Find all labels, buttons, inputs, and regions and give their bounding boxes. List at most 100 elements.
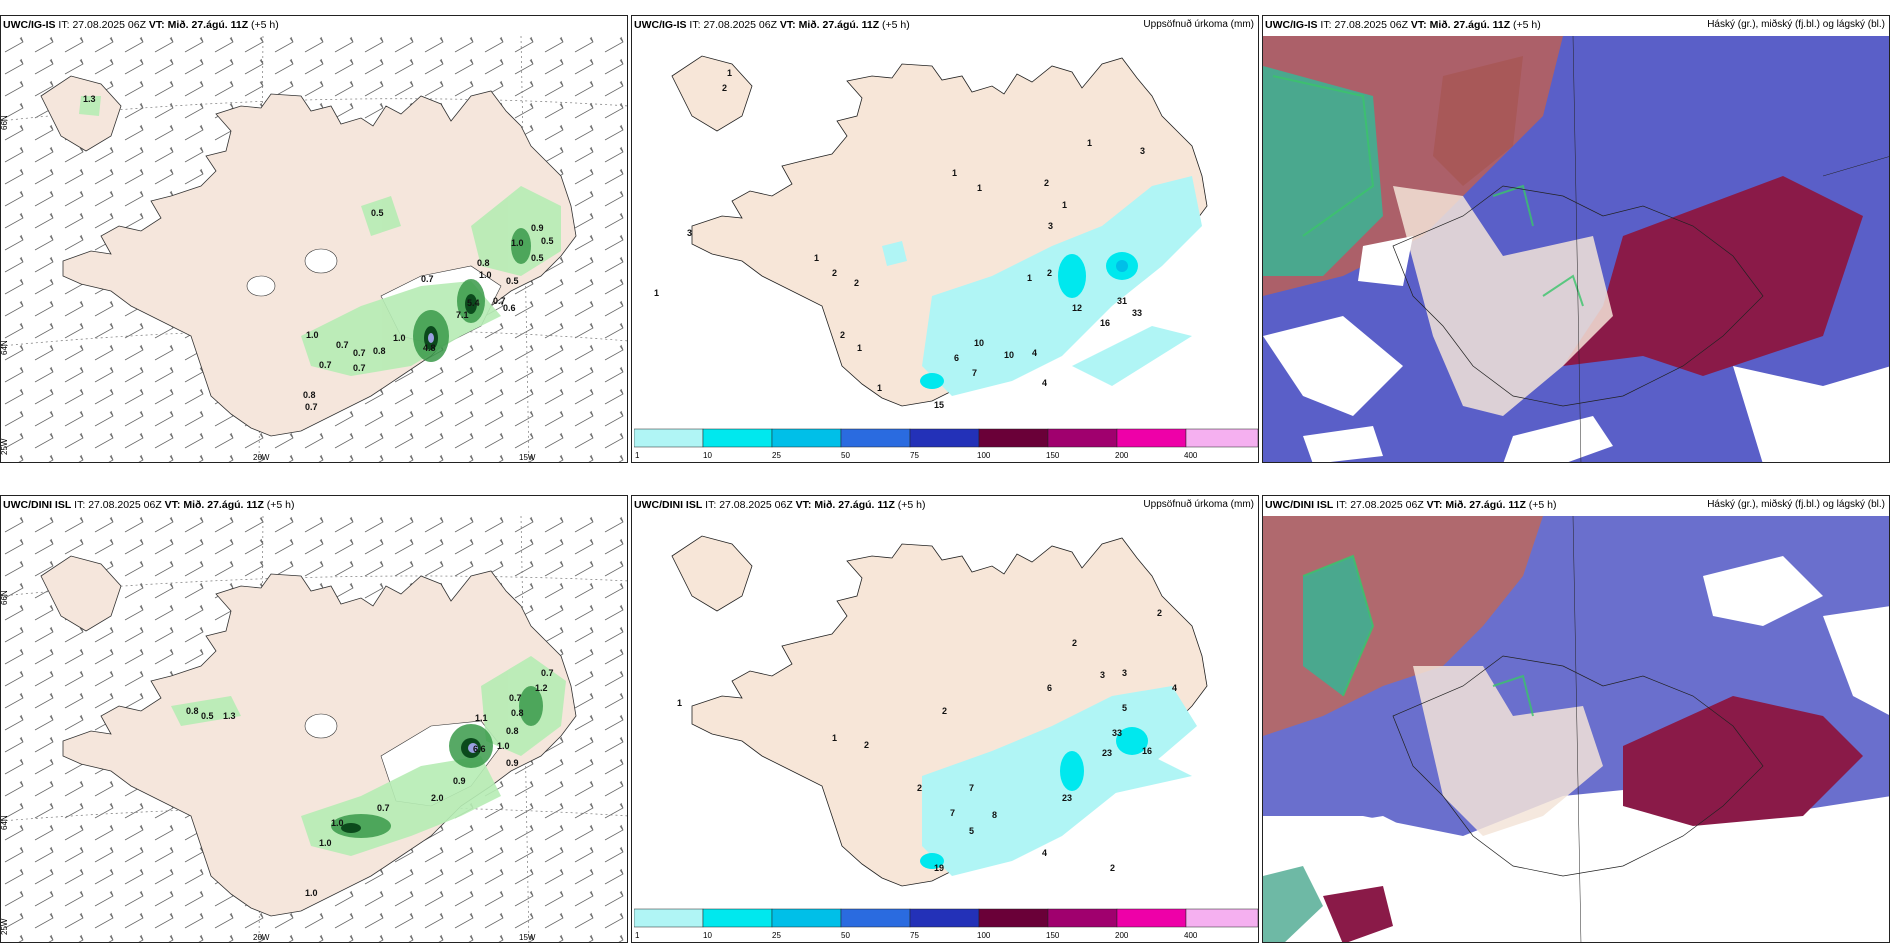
- precip-value: 5: [1122, 703, 1127, 713]
- colorbar-swatch: [909, 428, 980, 448]
- precip-value: 1.1: [475, 713, 488, 723]
- accum-precip-map: 2 3 6 3 4 5 33 23 16 2 7 7 5 8 23 4 2 19…: [632, 516, 1258, 906]
- precip-value: 1: [877, 383, 882, 393]
- precip-value: 0.8: [511, 708, 524, 718]
- lat-label: 64N: [1, 340, 9, 355]
- lon-label: 20W: [253, 933, 270, 942]
- precip-value: 2: [942, 706, 947, 716]
- colorbar-swatch: [771, 908, 842, 928]
- precip-value: 1: [1062, 200, 1067, 210]
- precip-value: 6: [954, 353, 959, 363]
- panel-title: Uppsöfnuð úrkoma (mm): [1143, 499, 1254, 510]
- precip-colorbar: 1 10 25 50 75 100 150 200 400: [634, 427, 1258, 461]
- precip-value: 23: [1102, 748, 1112, 758]
- colorbar-swatch: [1116, 428, 1187, 448]
- precip-value: 16: [1142, 746, 1152, 756]
- precip-value: 0.5: [541, 236, 554, 246]
- lon-label: 25W: [1, 918, 9, 935]
- colorbar-swatch: [840, 428, 911, 448]
- precip-value: 5.4: [467, 298, 480, 308]
- iceland-landmass: [691, 57, 1208, 407]
- colorbar-tick: 200: [1115, 451, 1129, 460]
- precip-value: 0.7: [541, 668, 554, 678]
- cloud-cover-map: [1263, 36, 1889, 462]
- precip-value: 31: [1117, 296, 1127, 306]
- precip-value: 1.0: [306, 330, 319, 340]
- panel-title: Háský (gr.), miðský (fj.bl.) og lágský (…: [1707, 499, 1885, 510]
- precip-value: 0.8: [506, 726, 519, 736]
- precip-value: 1: [952, 168, 957, 178]
- precip-value: 1.0: [511, 238, 524, 248]
- lat-label: 66N: [1, 590, 9, 605]
- precip-value: 2: [854, 278, 859, 288]
- panel-bottom-middle-accum-precip: UWC/DINI ISL IT: 27.08.2025 06Z VT: Mið.…: [631, 495, 1259, 943]
- colorbar-tick: 100: [977, 451, 991, 460]
- precip-value: 7: [972, 368, 977, 378]
- precip-value: 8: [992, 810, 997, 820]
- precip-value: 4.8: [423, 343, 436, 353]
- precip-value: 2.0: [431, 793, 444, 803]
- precip-value: 1: [727, 68, 732, 78]
- colorbar-tick: 25: [772, 931, 781, 940]
- precip-value: 1: [857, 343, 862, 353]
- precip-value: 0.7: [319, 360, 332, 370]
- panel-header: UWC/IG-IS IT: 27.08.2025 06Z VT: Mið. 27…: [3, 19, 279, 31]
- colorbar-tick: 200: [1115, 931, 1129, 940]
- westfjords-peninsula: [40, 555, 122, 632]
- colorbar-swatch: [702, 908, 773, 928]
- panel-top-middle-accum-precip: UWC/IG-IS IT: 27.08.2025 06Z VT: Mið. 27…: [631, 15, 1259, 463]
- westfjords-peninsula: [671, 535, 753, 612]
- precip-value: 0.5: [531, 253, 544, 263]
- iceland-landmass: [62, 570, 577, 917]
- westfjords-peninsula: [671, 55, 753, 132]
- panel-top-left-wind-precip: UWC/IG-IS IT: 27.08.2025 06Z VT: Mið. 27…: [0, 15, 628, 463]
- colorbar-tick: 75: [910, 931, 919, 940]
- panel-header: UWC/DINI ISL IT: 27.08.2025 06Z VT: Mið.…: [1265, 499, 1557, 511]
- colorbar-swatch: [771, 428, 842, 448]
- precip-value: 23: [1062, 793, 1072, 803]
- precip-value: 2: [1072, 638, 1077, 648]
- precip-value: 2: [1044, 178, 1049, 188]
- precip-value: 33: [1112, 728, 1122, 738]
- colorbar-tick: 75: [910, 451, 919, 460]
- precip-value: 1: [654, 288, 659, 298]
- precip-value: 7: [950, 808, 955, 818]
- panel-bottom-right-cloud-cover: UWC/DINI ISL IT: 27.08.2025 06Z VT: Mið.…: [1262, 495, 1890, 943]
- precip-value: 0.5: [201, 711, 214, 721]
- precip-value: 0.7: [377, 803, 390, 813]
- colorbar-tick: 150: [1046, 931, 1060, 940]
- precip-value: 10: [974, 338, 984, 348]
- precip-value: 0.5: [371, 208, 384, 218]
- panel-title: Háský (gr.), miðský (fj.bl.) og lágský (…: [1707, 19, 1885, 30]
- precip-value: 16: [1100, 318, 1110, 328]
- panel-header: UWC/IG-IS IT: 27.08.2025 06Z VT: Mið. 27…: [1265, 19, 1541, 31]
- precip-value: 4: [1172, 683, 1177, 693]
- colorbar-tick: 50: [841, 451, 850, 460]
- precip-value: 3: [1140, 146, 1145, 156]
- precip-value: 1.0: [393, 333, 406, 343]
- precip-value: 5: [969, 826, 974, 836]
- precip-value: 2: [864, 740, 869, 750]
- lat-label: 66N: [1, 115, 9, 130]
- precip-value: 0.9: [506, 758, 519, 768]
- precip-value: 0.7: [493, 296, 506, 306]
- precip-value: 3: [687, 228, 692, 238]
- colorbar-swatch: [978, 908, 1049, 928]
- colorbar-tick: 1: [635, 931, 640, 940]
- precip-value: 1.0: [331, 818, 344, 828]
- colorbar-tick: 50: [841, 931, 850, 940]
- precip-value: 1: [814, 253, 819, 263]
- precip-value: 6.6: [473, 744, 486, 754]
- lat-label: 64N: [1, 815, 9, 830]
- precip-value: 1: [832, 733, 837, 743]
- precip-value: 19: [934, 863, 944, 873]
- panel-top-right-cloud-cover: UWC/IG-IS IT: 27.08.2025 06Z VT: Mið. 27…: [1262, 15, 1890, 463]
- precip-value: 6: [1047, 683, 1052, 693]
- colorbar-swatch: [702, 428, 773, 448]
- precip-value: 1.3: [223, 711, 236, 721]
- precip-value: 1: [1027, 273, 1032, 283]
- precip-colorbar: 1 10 25 50 75 100 150 200 400: [634, 907, 1258, 941]
- colorbar-tick: 400: [1184, 931, 1198, 940]
- precip-value: 0.7: [353, 363, 366, 373]
- precip-value: 1.2: [535, 683, 548, 693]
